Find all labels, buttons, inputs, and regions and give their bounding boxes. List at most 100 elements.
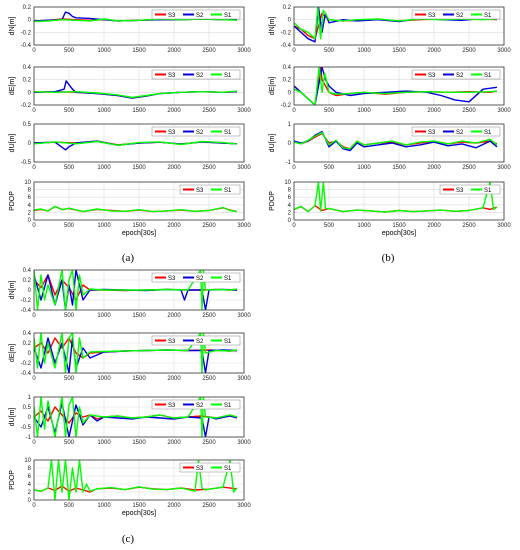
legend-label-s3: S3 <box>168 339 176 345</box>
x-tick-label: 3000 <box>237 440 251 446</box>
legend-label-s3: S3 <box>168 276 176 282</box>
y-tick-label: 0.2 <box>23 5 32 11</box>
x-tick-label: 0 <box>32 165 36 171</box>
legend-label-s2: S2 <box>196 403 204 409</box>
plot-frame <box>293 6 505 46</box>
panel-label-c: (c) <box>122 533 135 545</box>
legend-box <box>411 126 501 137</box>
legend-box <box>151 9 241 20</box>
x-tick-label: 2000 <box>167 108 181 114</box>
x-tick-label: 2500 <box>202 440 216 446</box>
series-line-s1 <box>34 140 238 147</box>
legend: S3 S2 S1 <box>151 126 241 137</box>
x-tick-label: 2000 <box>167 223 181 229</box>
x-tick-label: 2000 <box>167 48 181 54</box>
x-tick-label: 1500 <box>132 165 146 171</box>
y-tick-label: -0.5 <box>21 160 32 166</box>
x-axis-label: epoch[30s] <box>122 510 156 517</box>
plot-frame <box>33 396 245 438</box>
legend-label-s2: S2 <box>456 73 464 79</box>
x-tick-label: 3000 <box>237 376 251 382</box>
x-tick-label: 0 <box>32 108 36 114</box>
legend-label-s2: S2 <box>196 13 204 19</box>
legend-label-s1: S1 <box>484 73 492 79</box>
series-layer <box>294 130 498 152</box>
x-tick-label: 1000 <box>97 108 111 114</box>
y-tick-label: 0 <box>288 141 292 147</box>
x-tick-label: 0 <box>32 440 36 446</box>
series-line-s1 <box>34 460 238 500</box>
legend: S3 S2 S1 <box>411 9 501 20</box>
y-tick-label: 4 <box>28 203 32 209</box>
y-tick-label: 2 <box>28 210 32 216</box>
y-axis-label: PDOP <box>269 191 276 211</box>
y-axis-label: dU[m] <box>9 408 16 427</box>
legend-label-s2: S2 <box>196 339 204 345</box>
x-tick-label: 500 <box>64 376 75 382</box>
x-tick-label: 0 <box>32 313 36 319</box>
legend-box <box>179 184 241 195</box>
y-axis-label: dE[m] <box>9 77 16 95</box>
y-tick-label: 0.2 <box>283 78 292 84</box>
legend-box <box>151 399 241 410</box>
subplot-a-1: 0 500 1000 1500 2000 2500 3000 -0.4 -0.2 0 0.2 dN[m… <box>9 5 251 54</box>
legend-label-s1: S1 <box>224 466 232 472</box>
panel-a: 0 500 1000 1500 2000 2500 3000-0.4-0.200.2dN[m… <box>9 5 251 237</box>
legend: S3 S2 S1 <box>151 69 241 80</box>
y-tick-label: -0.2 <box>21 30 32 36</box>
series-layer <box>294 182 498 213</box>
legend-label-s2: S2 <box>456 13 464 19</box>
legend-label-s1: S1 <box>484 130 492 136</box>
x-tick-label: 2000 <box>167 503 181 509</box>
series-line-s2 <box>294 130 498 152</box>
series-line-s1 <box>294 67 498 105</box>
x-tick-label: 1500 <box>392 48 406 54</box>
x-tick-label: 2500 <box>462 223 476 229</box>
x-tick-label: 0 <box>32 223 36 229</box>
legend: S3 S1 <box>179 184 241 195</box>
x-tick-label: 0 <box>292 108 296 114</box>
legend-box <box>151 335 241 346</box>
legend-label-s1: S1 <box>224 339 232 345</box>
x-tick-label: 1500 <box>392 108 406 114</box>
y-axis-label: dN[m] <box>269 17 276 36</box>
legend: S3 S2 S1 <box>411 69 501 80</box>
x-tick-label: 2000 <box>427 48 441 54</box>
legend-box <box>179 462 241 473</box>
y-tick-label: -0.2 <box>21 361 32 367</box>
x-tick-label: 3000 <box>497 48 511 54</box>
legend-label-s2: S2 <box>196 73 204 79</box>
y-axis-label: dN[m] <box>9 17 16 36</box>
x-tick-label: 1500 <box>132 223 146 229</box>
y-tick-label: 0 <box>28 218 32 224</box>
panel-label-a: (a) <box>122 252 135 264</box>
legend: S3 S2 S1 <box>151 272 241 283</box>
legend-label-s3: S3 <box>196 188 204 194</box>
x-tick-label: 3000 <box>237 223 251 229</box>
y-tick-label: 0.5 <box>23 122 32 128</box>
legend-label-s1: S1 <box>484 188 492 194</box>
y-tick-label: -0.2 <box>281 103 292 109</box>
plot-frame <box>33 269 245 311</box>
x-tick-label: 0 <box>32 503 36 509</box>
legend-box <box>151 272 241 283</box>
y-tick-label: 4 <box>288 203 292 209</box>
panel-c: 0 500 1000 1500 2000 2500 3000-0.4-0.200.20.4d… <box>9 268 251 517</box>
x-tick-label: 2000 <box>167 440 181 446</box>
x-tick-label: 1500 <box>132 48 146 54</box>
series-line-s1 <box>294 131 498 150</box>
y-tick-label: 1 <box>288 122 292 128</box>
legend-label-s1: S1 <box>224 73 232 79</box>
y-axis-label: dN[m] <box>9 281 16 300</box>
y-tick-label: -0.4 <box>281 43 292 49</box>
y-tick-label: 10 <box>24 180 31 186</box>
x-tick-label: 500 <box>64 313 75 319</box>
x-tick-label: 1000 <box>97 313 111 319</box>
x-tick-label: 3000 <box>237 165 251 171</box>
legend: S3 S1 <box>439 184 501 195</box>
x-tick-label: 500 <box>324 223 335 229</box>
y-tick-label: -0.4 <box>21 371 32 377</box>
legend-label-s3: S3 <box>168 403 176 409</box>
legend-box <box>151 126 241 137</box>
series-layer <box>34 205 238 213</box>
